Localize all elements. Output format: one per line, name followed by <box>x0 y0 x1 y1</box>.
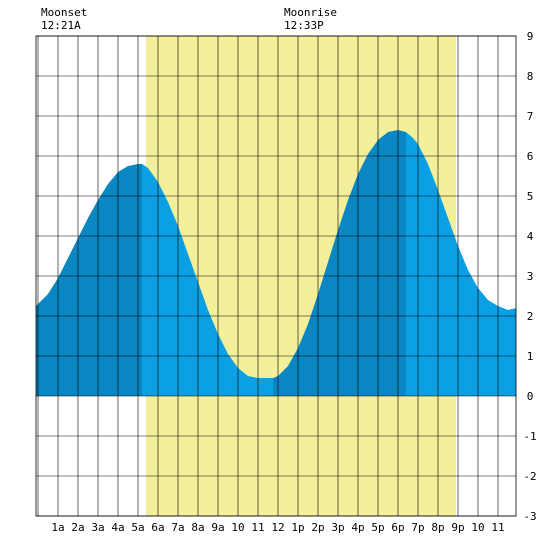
y-axis-labels: -3 -2 -1 0 1 2 3 4 5 6 7 8 9 <box>523 30 536 523</box>
x-axis-labels: 1a 2a 3a 4a 5a 6a 7a 8a 9a 10 11 12 1p 2p 3p 4p 5p 6p 7p 8p… <box>51 521 504 534</box>
x-tick-label: 3p <box>331 521 344 534</box>
x-tick-label: 7p <box>411 521 424 534</box>
y-tick-label: 8 <box>527 70 534 83</box>
x-tick-label: 3a <box>91 521 104 534</box>
y-tick-label: 2 <box>527 310 534 323</box>
x-tick-label: 5p <box>371 521 384 534</box>
y-tick-label: 3 <box>527 270 534 283</box>
x-tick-label: 11 <box>491 521 504 534</box>
y-tick-label: 0 <box>527 390 534 403</box>
x-tick-label: 6a <box>151 521 164 534</box>
y-tick-label: 1 <box>527 350 534 363</box>
x-tick-label: 8p <box>431 521 444 534</box>
x-tick-label: 10 <box>471 521 484 534</box>
x-tick-label: 9p <box>451 521 464 534</box>
x-tick-label: 2p <box>311 521 324 534</box>
x-tick-label: 1p <box>291 521 304 534</box>
y-tick-label: -2 <box>523 470 536 483</box>
y-tick-label: 7 <box>527 110 534 123</box>
x-tick-label: 9a <box>211 521 224 534</box>
x-tick-label: 8a <box>191 521 204 534</box>
y-tick-label: 9 <box>527 30 534 43</box>
x-tick-label: 7a <box>171 521 184 534</box>
moonset-label: Moonset <box>41 6 87 19</box>
x-tick-label: 1a <box>51 521 64 534</box>
y-tick-label: -3 <box>523 510 536 523</box>
moonrise-time: 12:33P <box>284 19 324 32</box>
x-tick-label: 4a <box>111 521 124 534</box>
moonrise-label: Moonrise <box>284 6 337 19</box>
x-tick-label: 4p <box>351 521 364 534</box>
x-tick-label: 11 <box>251 521 264 534</box>
x-tick-label: 12 <box>271 521 284 534</box>
y-tick-label: 6 <box>527 150 534 163</box>
x-tick-label: 6p <box>391 521 404 534</box>
x-tick-label: 10 <box>231 521 244 534</box>
y-tick-label: 5 <box>527 190 534 203</box>
x-tick-label: 5a <box>131 521 144 534</box>
y-tick-label: -1 <box>523 430 536 443</box>
moonset-time: 12:21A <box>41 19 81 32</box>
grid-lines <box>35 35 517 517</box>
plot-border <box>35 35 517 517</box>
x-tick-label: 2a <box>71 521 84 534</box>
y-tick-label: 4 <box>527 230 534 243</box>
